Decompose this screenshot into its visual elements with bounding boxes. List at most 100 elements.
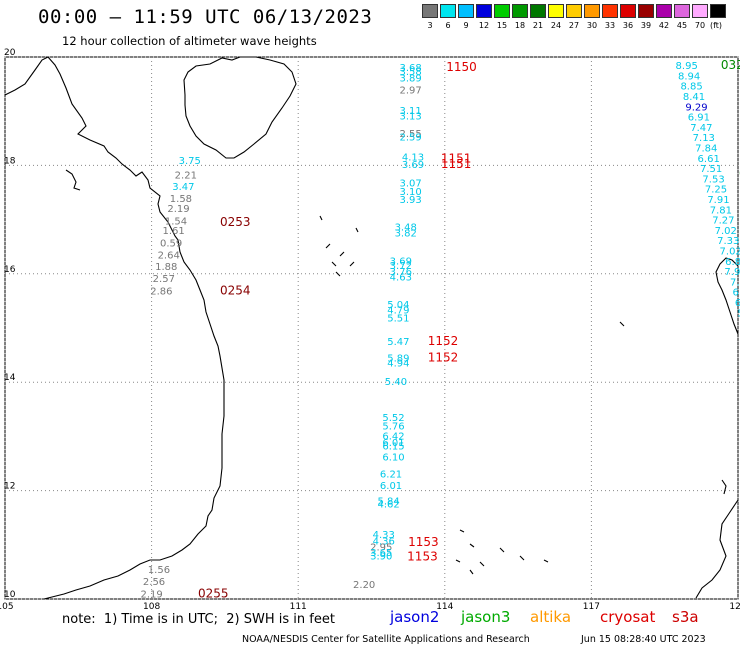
vietnam-coast-inlet [65, 169, 81, 191]
wave-height-value: 4.94 [387, 359, 409, 370]
longitude-tick-label: 114 [436, 602, 453, 612]
latitude-tick-label: 14 [4, 373, 16, 383]
legend-swatch [656, 4, 672, 18]
philippines-luzon-coast [715, 257, 739, 335]
wave-height-value: 3.89 [399, 74, 421, 85]
wave-height-value: 3.13 [399, 112, 421, 123]
wave-height-value: 5.04 [387, 300, 409, 311]
hainan-island-coast [183, 56, 297, 159]
satellite-jason3-label: jason3 [461, 608, 511, 626]
legend-swatch [440, 4, 456, 18]
wave-height-value: 7.84 [695, 144, 717, 155]
wave-height-observations: 3.683.583.892.973.113.132.552.594.133.69… [140, 61, 740, 600]
pass-time-label: 0254 [220, 284, 251, 298]
legend-value-label: 9 [463, 21, 469, 30]
wave-height-value: 6.21 [380, 469, 402, 480]
legend-value-label: 6 [445, 21, 451, 30]
wave-height-value: 2.55 [399, 129, 421, 140]
wave-height-value: 5.8 [737, 308, 740, 319]
wave-height-value: 3.72 [390, 261, 412, 272]
legend-swatch [674, 4, 690, 18]
pass-time-label: 1152 [428, 334, 459, 348]
coastline [4, 56, 739, 600]
legend-swatch [530, 4, 546, 18]
pass-time-label: 0253 [220, 215, 251, 229]
wave-height-value: 5.84 [377, 496, 399, 507]
wave-height-value: 1.61 [162, 226, 184, 237]
wave-height-value: 4.33 [373, 530, 395, 541]
satellite-altika-label: altika [530, 608, 572, 626]
wave-height-value: 2.64 [158, 250, 180, 261]
legend-swatch [620, 4, 636, 18]
legend-swatch [422, 4, 438, 18]
pass-time-label: 1151 [441, 157, 472, 171]
wave-height-value: 6.4 [735, 298, 740, 309]
legend-swatch [476, 4, 492, 18]
wave-height-value: 4.13 [402, 153, 424, 164]
wave-height-value: 3.90 [370, 552, 392, 563]
wave-height-value: 1.54 [165, 217, 187, 228]
wave-height-value: 7.7 [730, 277, 740, 288]
wave-height-value: 4.62 [377, 500, 399, 511]
wave-height-value: 2.19 [140, 590, 162, 601]
wave-height-value: 2.20 [353, 580, 375, 591]
legend-value-label: 45 [676, 21, 688, 30]
wave-height-value: 6.5 [732, 288, 740, 299]
wave-height-value: 6.10 [382, 452, 404, 463]
pass-time-label: 032 [739, 167, 740, 181]
wave-height-value: 8.94 [678, 71, 700, 82]
wave-height-value: 8.95 [676, 61, 698, 72]
wave-height-value: 3.58 [399, 67, 421, 78]
wave-height-value: 5.76 [382, 422, 404, 433]
pass-time-label: 1153 [408, 535, 439, 549]
other-islet [619, 321, 625, 327]
wave-height-value: 7.47 [690, 123, 712, 134]
wave-height-value: 6.61 [698, 154, 720, 165]
longitude-tick-label: 108 [143, 602, 160, 612]
pass-time-label: 0326 [721, 58, 740, 72]
wave-height-value: 6.01 [382, 438, 404, 449]
legend-swatch [458, 4, 474, 18]
legend-value-label: 21 [532, 21, 544, 30]
wave-height-value: 5.52 [382, 413, 404, 424]
map-frame [4, 56, 739, 600]
wave-height-value: 7.02 [720, 246, 740, 257]
wave-height-value: 5.47 [387, 337, 409, 348]
longitude-tick-label: 117 [583, 602, 600, 612]
wave-height-value: 5.40 [385, 377, 407, 388]
wave-height-value: 3.82 [395, 229, 417, 240]
legend-value-label: 3 [427, 21, 433, 30]
philippines-islet-1 [721, 479, 727, 495]
legend-value-label: 30 [586, 21, 598, 30]
longitude-tick-label: 111 [290, 602, 307, 612]
wave-height-value: 9.29 [685, 102, 707, 113]
wave-height-value: 4.36 [373, 536, 395, 547]
wave-height-value: 1.58 [170, 194, 192, 205]
wave-height-value: 7.33 [717, 236, 739, 247]
generated-timestamp: Jun 15 08:28:40 UTC 2023 [581, 634, 706, 645]
wave-height-value: 4.79 [387, 306, 409, 317]
wave-height-value: 7.51 [700, 164, 722, 175]
wave-height-value: 6.42 [382, 431, 404, 442]
wave-height-value: 7.25 [705, 185, 727, 196]
longitude-tick-label: 120 [729, 602, 740, 612]
latitude-tick-label: 18 [4, 156, 16, 166]
wave-height-value: 2.21 [175, 171, 197, 182]
wave-height-value: 6.01 [380, 481, 402, 492]
pass-time-label: 1151 [441, 151, 472, 165]
wave-height-value: 3.68 [399, 63, 421, 74]
wave-height-value: 7.91 [707, 195, 729, 206]
wave-height-value: 7.81 [710, 205, 732, 216]
wave-height-value: 2.19 [167, 204, 189, 215]
vietnam-coastline [4, 56, 225, 600]
legend-value-label: 39 [640, 21, 652, 30]
pass-time-label: 1150 [446, 60, 477, 74]
wave-height-value: 0.59 [160, 238, 182, 249]
legend-swatch [512, 4, 528, 18]
legend-value-label: 18 [514, 21, 526, 30]
legend-swatch [602, 4, 618, 18]
spratly-reefs-1 [455, 529, 549, 575]
wave-height-value: 5.89 [387, 353, 409, 364]
